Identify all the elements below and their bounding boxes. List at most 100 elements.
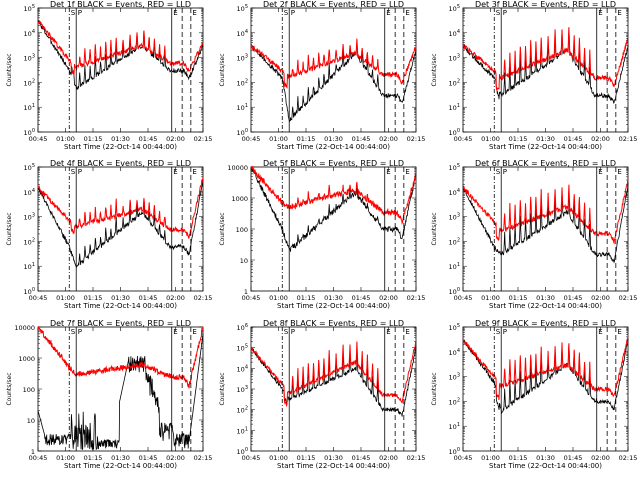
- series-lld-line: [462, 27, 629, 92]
- y-tick-label: 1: [244, 288, 248, 296]
- x-tick-label: 01:45: [352, 294, 371, 302]
- y-axis-label: Counts/sec: [431, 212, 438, 245]
- y-tick-label: 100: [449, 128, 460, 137]
- y-tick-label: 100: [449, 287, 460, 296]
- x-axis-label: Start Time (22-Oct-14 00:44:00): [489, 462, 602, 470]
- series-events-line: [37, 178, 204, 268]
- x-tick-label: 02:15: [619, 454, 638, 462]
- plot-frame: [250, 326, 417, 452]
- series-events-line: [250, 43, 417, 122]
- y-tick-label: 100: [24, 128, 35, 137]
- x-tick-label: 02:00: [166, 135, 185, 143]
- x-axis-label: Start Time (22-Oct-14 00:44:00): [277, 462, 390, 470]
- x-tick-label: 02:00: [591, 454, 610, 462]
- x-tick-label: 01:00: [269, 454, 288, 462]
- plot-frame: [462, 166, 629, 292]
- y-tick-label: 105: [449, 4, 460, 13]
- series-lld-line: [250, 165, 417, 225]
- y-tick-label: 100: [237, 447, 248, 456]
- y-tick-label: 102: [237, 78, 248, 87]
- y-tick-label: 101: [237, 426, 248, 435]
- x-axis-label: Start Time (22-Oct-14 00:44:00): [489, 302, 602, 310]
- x-axis-label: Start Time (22-Oct-14 00:44:00): [277, 302, 390, 310]
- event-marker-label: E: [386, 328, 390, 336]
- y-tick-label: 101: [449, 422, 460, 431]
- event-marker-label: E: [617, 328, 621, 336]
- x-tick-label: 00:45: [242, 294, 261, 302]
- y-tick-label: 104: [24, 188, 35, 197]
- event-marker-label: E: [386, 168, 390, 176]
- x-tick-label: 01:00: [269, 135, 288, 143]
- y-tick-label: 101: [24, 103, 35, 112]
- y-tick-label: 10: [240, 257, 248, 265]
- y-tick-label: 100: [24, 287, 35, 296]
- x-tick-label: 01:00: [481, 294, 500, 302]
- y-tick-label: 103: [237, 385, 248, 394]
- x-tick-label: 01:45: [139, 135, 158, 143]
- x-tick-label: 00:45: [242, 454, 261, 462]
- x-tick-label: 02:00: [379, 135, 398, 143]
- y-axis-label: Counts/sec: [6, 53, 13, 86]
- x-tick-label: 01:15: [297, 294, 316, 302]
- x-tick-label: 01:15: [297, 454, 316, 462]
- x-tick-label: 02:00: [166, 454, 185, 462]
- x-tick-label: 02:00: [379, 454, 398, 462]
- y-tick-label: 10: [27, 417, 35, 425]
- y-tick-label: 102: [449, 237, 460, 246]
- y-axis-label: Counts/sec: [431, 53, 438, 86]
- plot-frame: [37, 326, 204, 452]
- y-axis-label: Counts/sec: [431, 372, 438, 405]
- y-tick-label: 101: [449, 262, 460, 271]
- y-axis-label: Counts/sec: [219, 372, 226, 405]
- event-marker-label: E: [386, 9, 390, 17]
- panel-title: Det 2f BLACK = Events, RED = LLD: [263, 0, 404, 9]
- event-marker-label: E: [598, 328, 602, 336]
- panel-title: Det 3f BLACK = Events, RED = LLD: [475, 0, 616, 9]
- event-marker-label: E: [405, 9, 409, 17]
- y-tick-label: 100: [23, 386, 35, 394]
- panel-det-9: Det 9f BLACK = Events, RED = LLD 00:45 01:…: [431, 319, 637, 470]
- x-axis-label: Start Time (22-Oct-14 00:44:00): [64, 462, 177, 470]
- event-marker-label: P: [291, 9, 295, 17]
- y-tick-label: 105: [449, 323, 460, 332]
- x-tick-label: 00:45: [454, 454, 473, 462]
- panel-title: Det 8f BLACK = Events, RED = LLD: [263, 319, 404, 328]
- x-tick-label: 02:15: [407, 454, 426, 462]
- x-tick-label: 01:15: [84, 135, 103, 143]
- panel-det-4: Det 4f BLACK = Events, RED = LLD 00:45 01:…: [6, 159, 212, 310]
- event-marker-label: P: [291, 328, 295, 336]
- y-axis-label: Counts/sec: [219, 212, 226, 245]
- x-tick-label: 02:15: [619, 135, 638, 143]
- event-marker-label: E: [192, 168, 196, 176]
- plot-frame: [37, 7, 204, 133]
- x-tick-label: 01:45: [352, 135, 371, 143]
- panel-det-6: Det 6f BLACK = Events, RED = LLD 00:45 01:…: [431, 159, 637, 310]
- y-tick-label: 103: [237, 54, 248, 63]
- series-events-line: [462, 27, 629, 104]
- event-marker-label: P: [503, 328, 507, 336]
- y-axis-label: Counts/sec: [6, 212, 13, 245]
- x-tick-label: 02:00: [591, 294, 610, 302]
- x-tick-label: 01:30: [111, 454, 130, 462]
- event-marker-label: E: [173, 168, 177, 176]
- x-tick-label: 01:45: [564, 294, 583, 302]
- series-lld-line: [462, 179, 629, 245]
- event-marker-label: S: [71, 9, 76, 17]
- x-tick-label: 01:15: [509, 454, 528, 462]
- panel-det-1: Det 1f BLACK = Events, RED = LLD 00:45 01:…: [6, 0, 212, 151]
- series-lld-line: [250, 340, 417, 408]
- x-tick-label: 01:00: [56, 135, 75, 143]
- x-tick-label: 01:45: [352, 454, 371, 462]
- panel-det-3: Det 3f BLACK = Events, RED = LLD 00:45 01:…: [431, 0, 637, 151]
- series-events-line: [37, 19, 204, 90]
- y-tick-label: 105: [237, 344, 248, 353]
- panel-title: Det 9f BLACK = Events, RED = LLD: [475, 319, 616, 328]
- y-tick-label: 103: [449, 213, 460, 222]
- x-axis-label: Start Time (22-Oct-14 00:44:00): [277, 143, 390, 151]
- x-axis-label: Start Time (22-Oct-14 00:44:00): [64, 143, 177, 151]
- panel-title: Det 5f BLACK = Events, RED = LLD: [263, 159, 404, 168]
- x-tick-label: 01:00: [481, 135, 500, 143]
- y-tick-label: 1000: [231, 195, 248, 203]
- x-tick-label: 01:30: [324, 454, 343, 462]
- panel-det-2: Det 2f BLACK = Events, RED = LLD 00:45 01:…: [219, 0, 425, 151]
